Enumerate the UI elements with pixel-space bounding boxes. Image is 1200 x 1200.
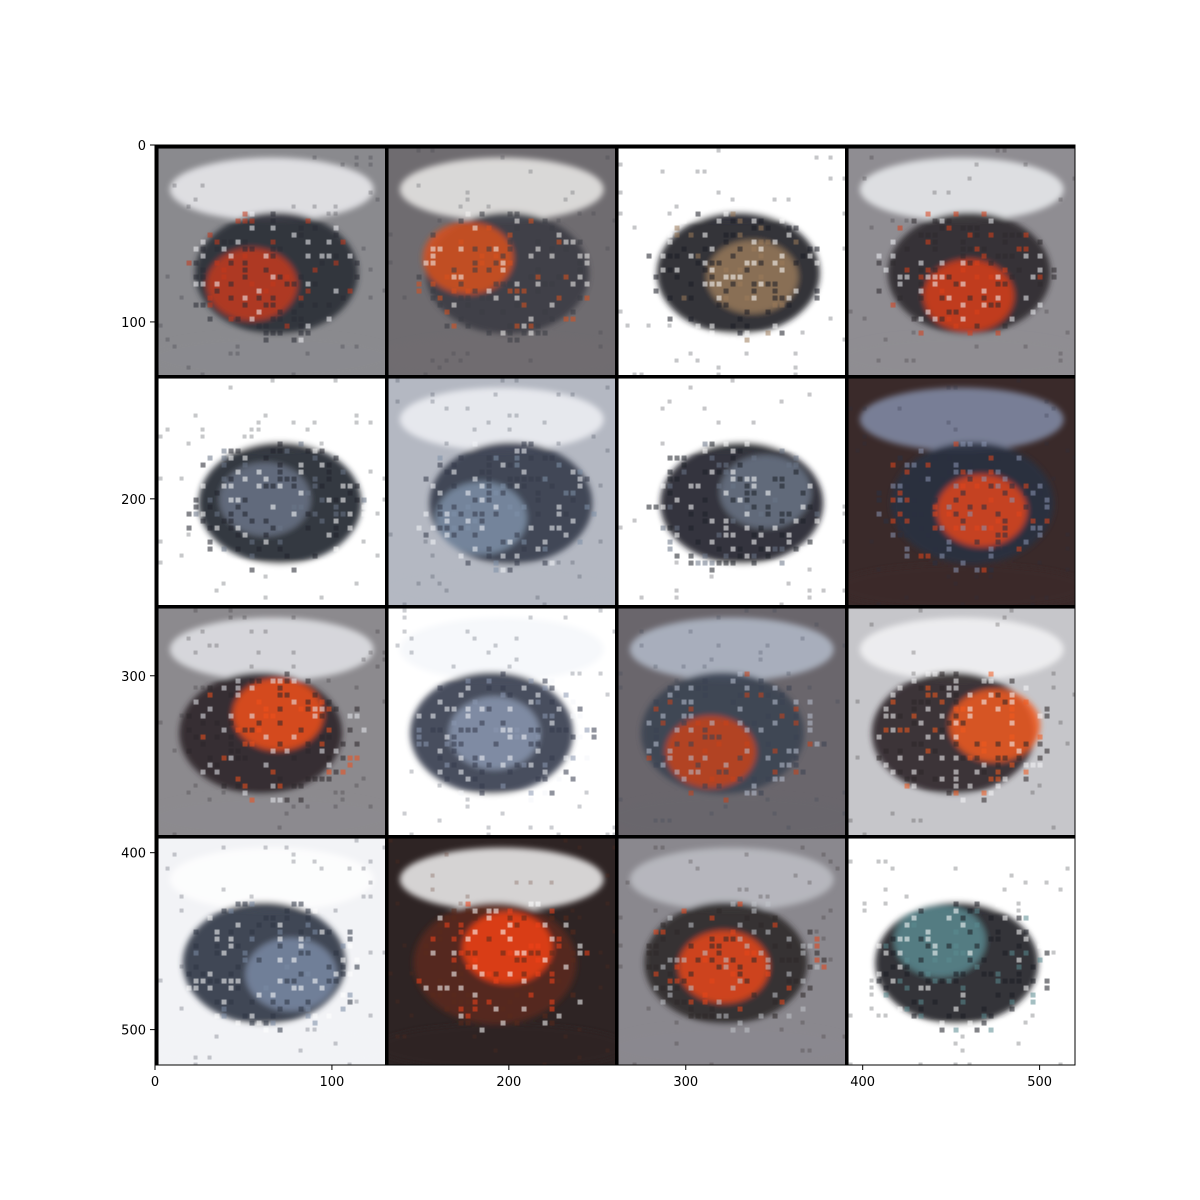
image-tile-r2-c1 <box>388 608 615 835</box>
image-grid <box>155 145 1075 1065</box>
x-tick-label: 400 <box>850 1075 875 1090</box>
image-tile-r1-c1 <box>388 378 615 605</box>
image-tile-r1-c3 <box>848 378 1075 605</box>
y-tick-label: 400 <box>121 847 146 862</box>
image-tile-r1-c2 <box>618 378 845 605</box>
y-tick-label: 300 <box>121 670 146 685</box>
axes-frame <box>154 144 1076 1066</box>
image-tile-r0-c2 <box>618 148 845 375</box>
image-tile-r3-c1 <box>388 838 615 1065</box>
image-tile-r0-c3 <box>848 148 1075 375</box>
image-tile-r2-c0 <box>158 608 385 835</box>
x-tick-label: 300 <box>673 1075 698 1090</box>
x-tick-label: 0 <box>151 1075 159 1090</box>
y-tick-label: 0 <box>138 139 146 154</box>
image-tile-r1-c0 <box>158 378 385 605</box>
image-tile-r0-c0 <box>158 148 385 375</box>
image-tile-r2-c3 <box>848 608 1075 835</box>
y-tick-label: 200 <box>121 493 146 508</box>
y-tick-label: 100 <box>121 316 146 331</box>
image-tile-r2-c2 <box>618 608 845 835</box>
image-tile-r3-c0 <box>158 838 385 1065</box>
x-tick-label: 200 <box>496 1075 521 1090</box>
y-tick-label: 500 <box>121 1024 146 1039</box>
image-tile-r3-c3 <box>848 838 1075 1065</box>
image-tile-r3-c2 <box>618 838 845 1065</box>
x-tick-label: 100 <box>320 1075 345 1090</box>
image-tile-r0-c1 <box>388 148 615 375</box>
axes: 0 100 200 300 400 500 0 100 200 300 400 500 <box>121 139 1076 1090</box>
x-tick-label: 500 <box>1027 1075 1052 1090</box>
